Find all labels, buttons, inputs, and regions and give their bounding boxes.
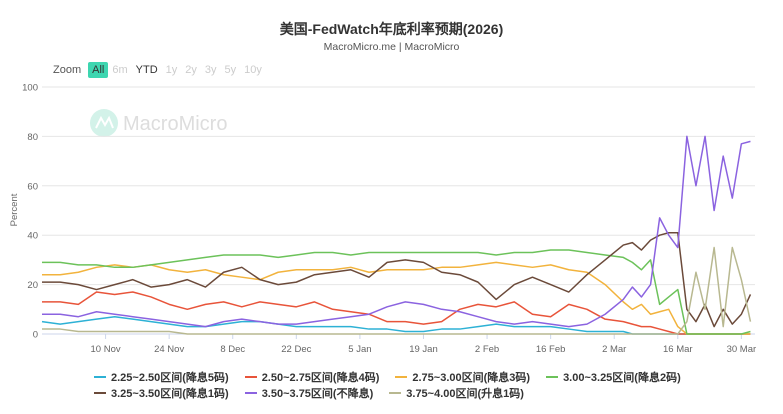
legend-item[interactable]: 2.25~2.50区间(降息5码) — [94, 369, 229, 385]
chart-title: 美国-FedWatch年底利率预期(2026) — [279, 21, 504, 37]
x-tick-label: 8 Dec — [220, 344, 245, 355]
series-line-5 — [42, 231, 752, 328]
legend-item[interactable]: 2.75~3.00区间(降息3码) — [395, 369, 530, 385]
legend-label: 2.75~3.00区间(降息3码) — [412, 372, 531, 384]
legend-label: 3.00~3.25区间(降息2码) — [563, 372, 681, 384]
y-axis-title: Percent — [9, 193, 20, 226]
zoom-button-3y[interactable]: 3y — [204, 64, 217, 76]
legend-swatch-icon — [546, 376, 559, 378]
legend-label: 2.50~2.75区间(降息4码) — [261, 372, 380, 384]
x-tick-label: 30 Mar — [727, 344, 757, 355]
series-line-6 — [42, 135, 751, 328]
watermark-logo-mark-icon — [95, 115, 114, 129]
x-tick-label: 16 Feb — [536, 344, 566, 355]
watermark-text: MacroMicro — [123, 113, 227, 135]
series-line-2 — [42, 291, 751, 335]
zoom-button-2y[interactable]: 2y — [185, 64, 197, 76]
x-tick-label: 24 Nov — [154, 344, 184, 355]
zoom-label: Zoom — [53, 64, 82, 76]
legend-label: 3.75~4.00区间(升息1码) — [406, 388, 524, 400]
chart-subtitle: MacroMicro.me | MacroMicro — [323, 41, 460, 53]
y-tick-label: 80 — [27, 132, 38, 143]
x-tick-label: 19 Jan — [409, 344, 438, 355]
zoom-button-10y[interactable]: 10y — [244, 64, 262, 76]
legend-swatch-icon — [244, 376, 257, 378]
series-line-4 — [42, 249, 751, 335]
legend-item[interactable]: 3.75~4.00区间(升息1码) — [389, 385, 524, 401]
legend-item[interactable]: 2.50~2.75区间(降息4码) — [244, 369, 380, 385]
x-tick-label: 5 Jan — [348, 344, 371, 355]
zoom-selector: Zoom All 6m YTD 1y 2y 3y 5y 10y — [53, 62, 266, 78]
zoom-button-6m[interactable]: 6m — [112, 64, 128, 76]
legend-swatch-icon — [94, 376, 106, 378]
x-tick-label: 2 Feb — [475, 344, 499, 355]
y-tick-label: 60 — [27, 181, 38, 192]
legend-item[interactable]: 3.50~3.75区间(不降息) — [244, 385, 374, 401]
zoom-button-all[interactable]: All — [88, 62, 109, 78]
legend-swatch-icon — [389, 392, 402, 394]
y-tick-label: 0 — [33, 330, 38, 341]
legend: 2.25~2.50区间(降息5码) 2.50~2.75区间(降息4码) 2.75~3… — [94, 369, 681, 401]
x-tick-label: 16 Mar — [663, 344, 693, 355]
y-tick-label: 100 — [22, 83, 38, 94]
y-tick-label: 40 — [27, 231, 38, 242]
legend-item[interactable]: 3.00~3.25区间(降息2码) — [546, 369, 681, 385]
zoom-button-ytd[interactable]: YTD — [135, 64, 158, 76]
legend-label: 3.25~3.50区间(降息1码) — [111, 388, 229, 400]
series-line-3 — [42, 261, 751, 335]
legend-swatch-icon — [395, 376, 408, 378]
legend-item[interactable]: 3.25~3.50区间(降息1码) — [94, 385, 229, 401]
legend-swatch-icon — [94, 392, 106, 394]
x-tick-label: 10 Nov — [91, 344, 121, 355]
zoom-button-5y[interactable]: 5y — [224, 64, 237, 76]
series-line-7 — [42, 246, 752, 335]
x-tick-label: 2 Mar — [602, 344, 626, 355]
x-tick-label: 22 Dec — [281, 344, 311, 355]
legend-label: 3.50~3.75区间(不降息) — [261, 388, 374, 400]
legend-label: 2.25~2.50区间(降息5码) — [111, 372, 229, 384]
y-tick-label: 20 — [27, 280, 38, 291]
legend-swatch-icon — [244, 392, 257, 394]
zoom-button-1y[interactable]: 1y — [165, 64, 178, 76]
